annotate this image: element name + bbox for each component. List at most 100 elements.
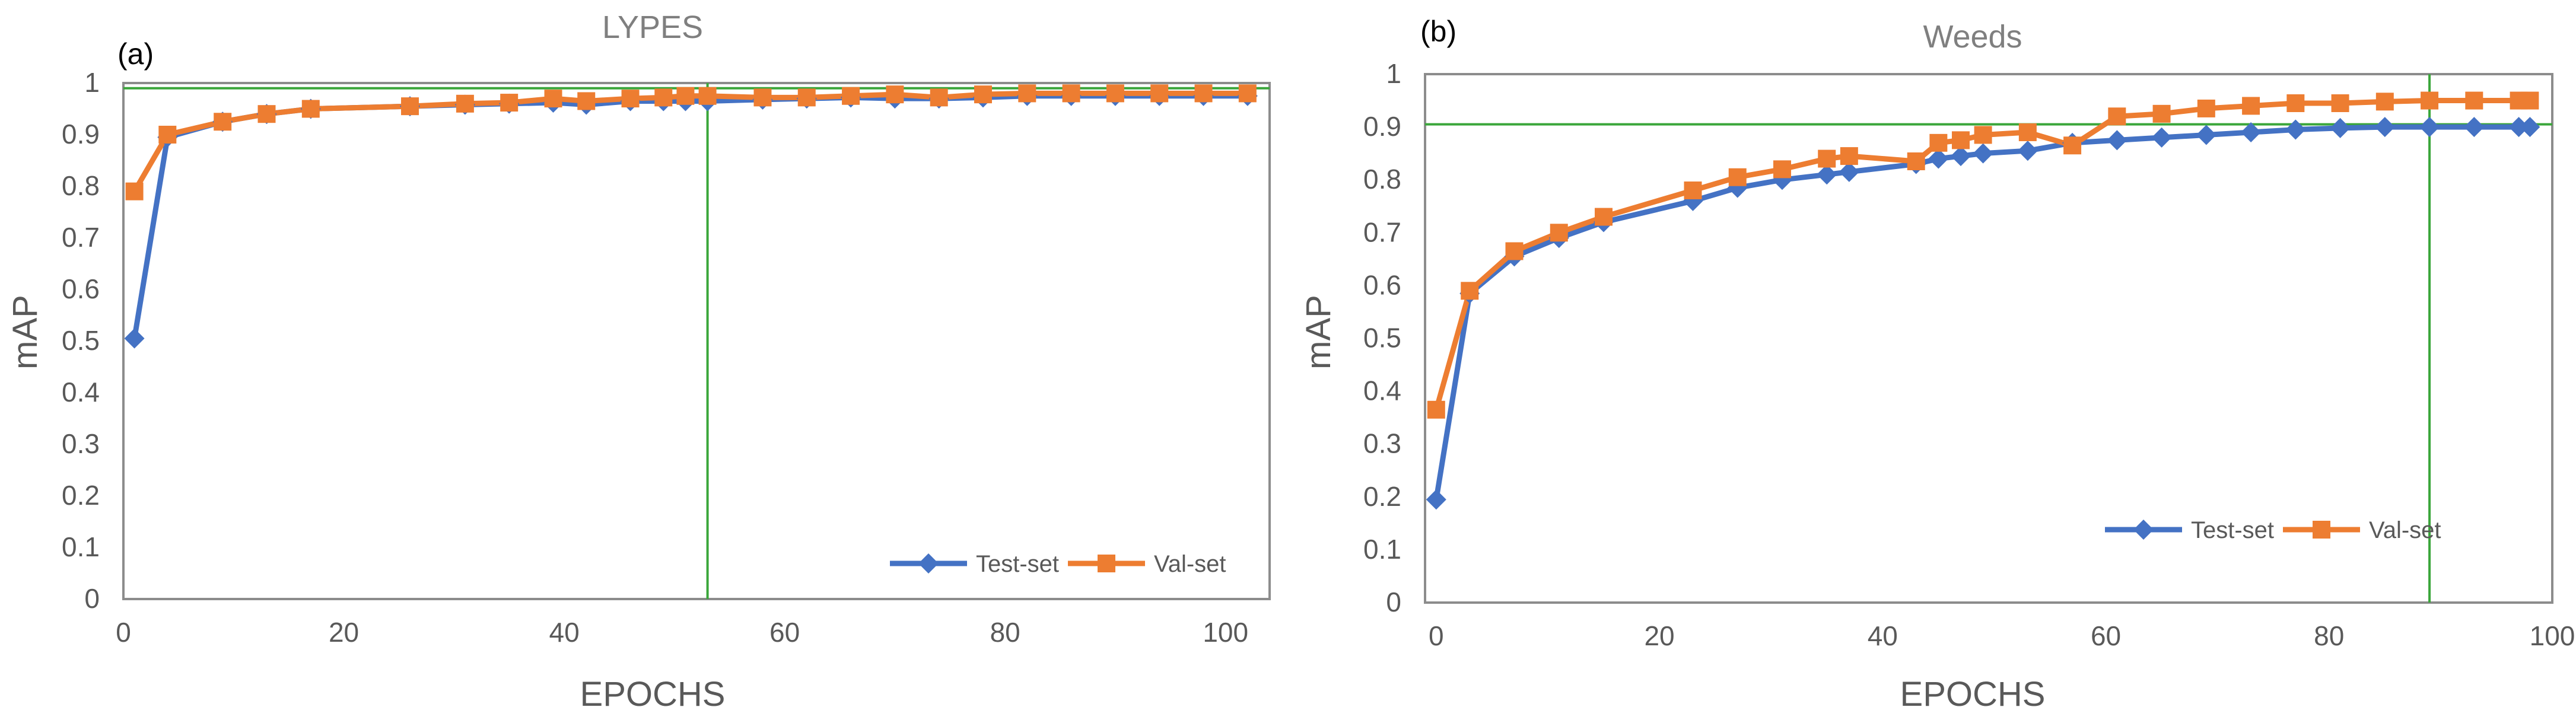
legend-marker-val-set <box>1098 555 1115 572</box>
y-tick-label: 0 <box>84 583 100 614</box>
data-point-val-set <box>797 88 816 107</box>
data-point-val-set <box>1907 152 1925 171</box>
x-tick-label: 60 <box>2091 620 2121 651</box>
data-point-test-set <box>2520 117 2540 138</box>
panel-label-a: (a) <box>117 37 154 71</box>
data-point-test-set <box>1426 489 1446 510</box>
panel-label-b: (b) <box>1420 15 1456 48</box>
legend-label-val-set: Val-set <box>1154 551 1226 577</box>
data-point-val-set <box>753 88 772 107</box>
data-point-val-set <box>1840 147 1858 165</box>
legend-marker-test-set <box>918 553 939 574</box>
data-point-test-set <box>1928 148 1949 169</box>
data-point-val-set <box>1550 224 1568 242</box>
y-tick-label: 0.6 <box>1363 269 1401 300</box>
plot-frame-lypes <box>122 82 1271 600</box>
data-point-val-set <box>1194 84 1213 103</box>
x-tick-label: 80 <box>990 617 1020 648</box>
y-tick-label: 0.8 <box>62 170 100 201</box>
data-point-val-set <box>456 94 474 113</box>
data-point-val-set <box>158 126 177 144</box>
data-point-val-set <box>1594 208 1613 226</box>
data-point-test-set <box>1817 164 1837 185</box>
data-point-test-set <box>1973 143 1993 164</box>
data-point-val-set <box>2197 99 2215 117</box>
data-point-val-set <box>2018 123 2037 142</box>
data-point-val-set <box>1427 400 1445 419</box>
data-point-val-set <box>1238 84 1257 103</box>
y-tick-label: 0.7 <box>1363 216 1401 247</box>
chart-title-weeds: Weeds <box>1923 19 2022 55</box>
data-point-val-set <box>544 90 562 108</box>
plot-frame-weeds <box>1424 73 2553 604</box>
legend-marker-val-set <box>2313 521 2330 539</box>
x-axis-label-weeds: EPOCHS <box>1900 675 2046 714</box>
data-point-val-set <box>500 94 519 112</box>
data-point-val-set <box>2108 107 2126 126</box>
data-point-val-set <box>1818 149 1836 168</box>
data-point-test-set <box>2285 119 2306 140</box>
data-point-val-set <box>842 87 860 105</box>
series-line-val-set <box>132 90 1248 193</box>
data-point-test-set <box>1839 161 1859 182</box>
y-tick-label: 0.9 <box>1363 111 1401 142</box>
data-point-val-set <box>1150 84 1169 103</box>
data-point-val-set <box>1461 282 1479 300</box>
data-point-val-set <box>257 105 276 123</box>
x-tick-label: 20 <box>329 617 359 648</box>
y-tick-label: 0.1 <box>62 531 100 562</box>
data-point-val-set <box>1062 84 1080 103</box>
data-point-val-set <box>1773 160 1791 179</box>
data-point-test-set <box>124 328 145 349</box>
y-tick-label: 0.4 <box>62 377 100 407</box>
data-point-val-set <box>886 85 904 104</box>
data-point-val-set <box>1684 181 1702 200</box>
legend-label-test-set: Test-set <box>2191 517 2274 543</box>
y-tick-label: 0.9 <box>62 119 100 149</box>
y-tick-label: 0.3 <box>62 428 100 459</box>
data-point-test-set <box>2419 117 2440 138</box>
x-tick-label: 0 <box>1429 620 1444 651</box>
data-point-val-set <box>1929 133 1948 152</box>
data-point-val-set <box>577 92 596 110</box>
chart-lypes: (a) LYPES EPOCHS mAP 0 0.1 0.2 0.3 0.4 0.5 0.6… <box>6 9 1271 714</box>
legend-marker-test-set <box>2133 520 2154 540</box>
data-point-test-set <box>2464 117 2485 138</box>
data-point-test-set <box>2241 122 2262 143</box>
y-tick-label: 0.6 <box>62 273 100 304</box>
y-tick-label: 0.1 <box>1363 534 1401 565</box>
legend-lypes: Test-set Val-set <box>890 551 1226 577</box>
y-tick-label: 0 <box>1386 587 1401 617</box>
y-tick-label: 0.2 <box>62 480 100 511</box>
legend-label-test-set: Test-set <box>976 551 1059 577</box>
series-line-test-set <box>1433 124 2530 500</box>
x-tick-label: 20 <box>1644 620 1674 651</box>
data-point-test-set <box>2107 130 2127 151</box>
data-point-val-set <box>1974 126 1992 144</box>
y-axis-label-lypes: mAP <box>6 295 44 370</box>
data-point-val-set <box>1018 84 1036 103</box>
data-point-val-set <box>1951 131 1970 149</box>
data-point-test-set <box>2374 117 2395 138</box>
data-point-val-set <box>2331 94 2349 113</box>
chart-weeds: (b) Weeds EPOCHS mAP 0 0.1 0.2 0.3 0.4 0.5 0.6… <box>1299 15 2575 714</box>
data-point-val-set <box>698 87 717 105</box>
data-point-val-set <box>125 182 144 200</box>
data-point-val-set <box>654 88 673 107</box>
data-point-val-set <box>974 85 992 104</box>
data-point-val-set <box>1106 84 1124 103</box>
y-tick-label: 0.5 <box>1363 323 1401 353</box>
y-tick-label: 0.7 <box>62 222 100 253</box>
data-point-val-set <box>2521 91 2539 110</box>
x-tick-label: 100 <box>1203 617 1248 648</box>
data-point-val-set <box>1505 242 1524 260</box>
x-tick-label: 40 <box>1868 620 1898 651</box>
y-tick-label: 1 <box>1386 58 1401 89</box>
series-line-test-set <box>132 93 1248 339</box>
data-point-val-set <box>2063 136 2082 155</box>
x-tick-label: 0 <box>116 617 131 648</box>
data-point-val-set <box>401 97 419 116</box>
x-tick-label: 100 <box>2530 620 2575 651</box>
y-axis-label-weeds: mAP <box>1299 295 1338 370</box>
